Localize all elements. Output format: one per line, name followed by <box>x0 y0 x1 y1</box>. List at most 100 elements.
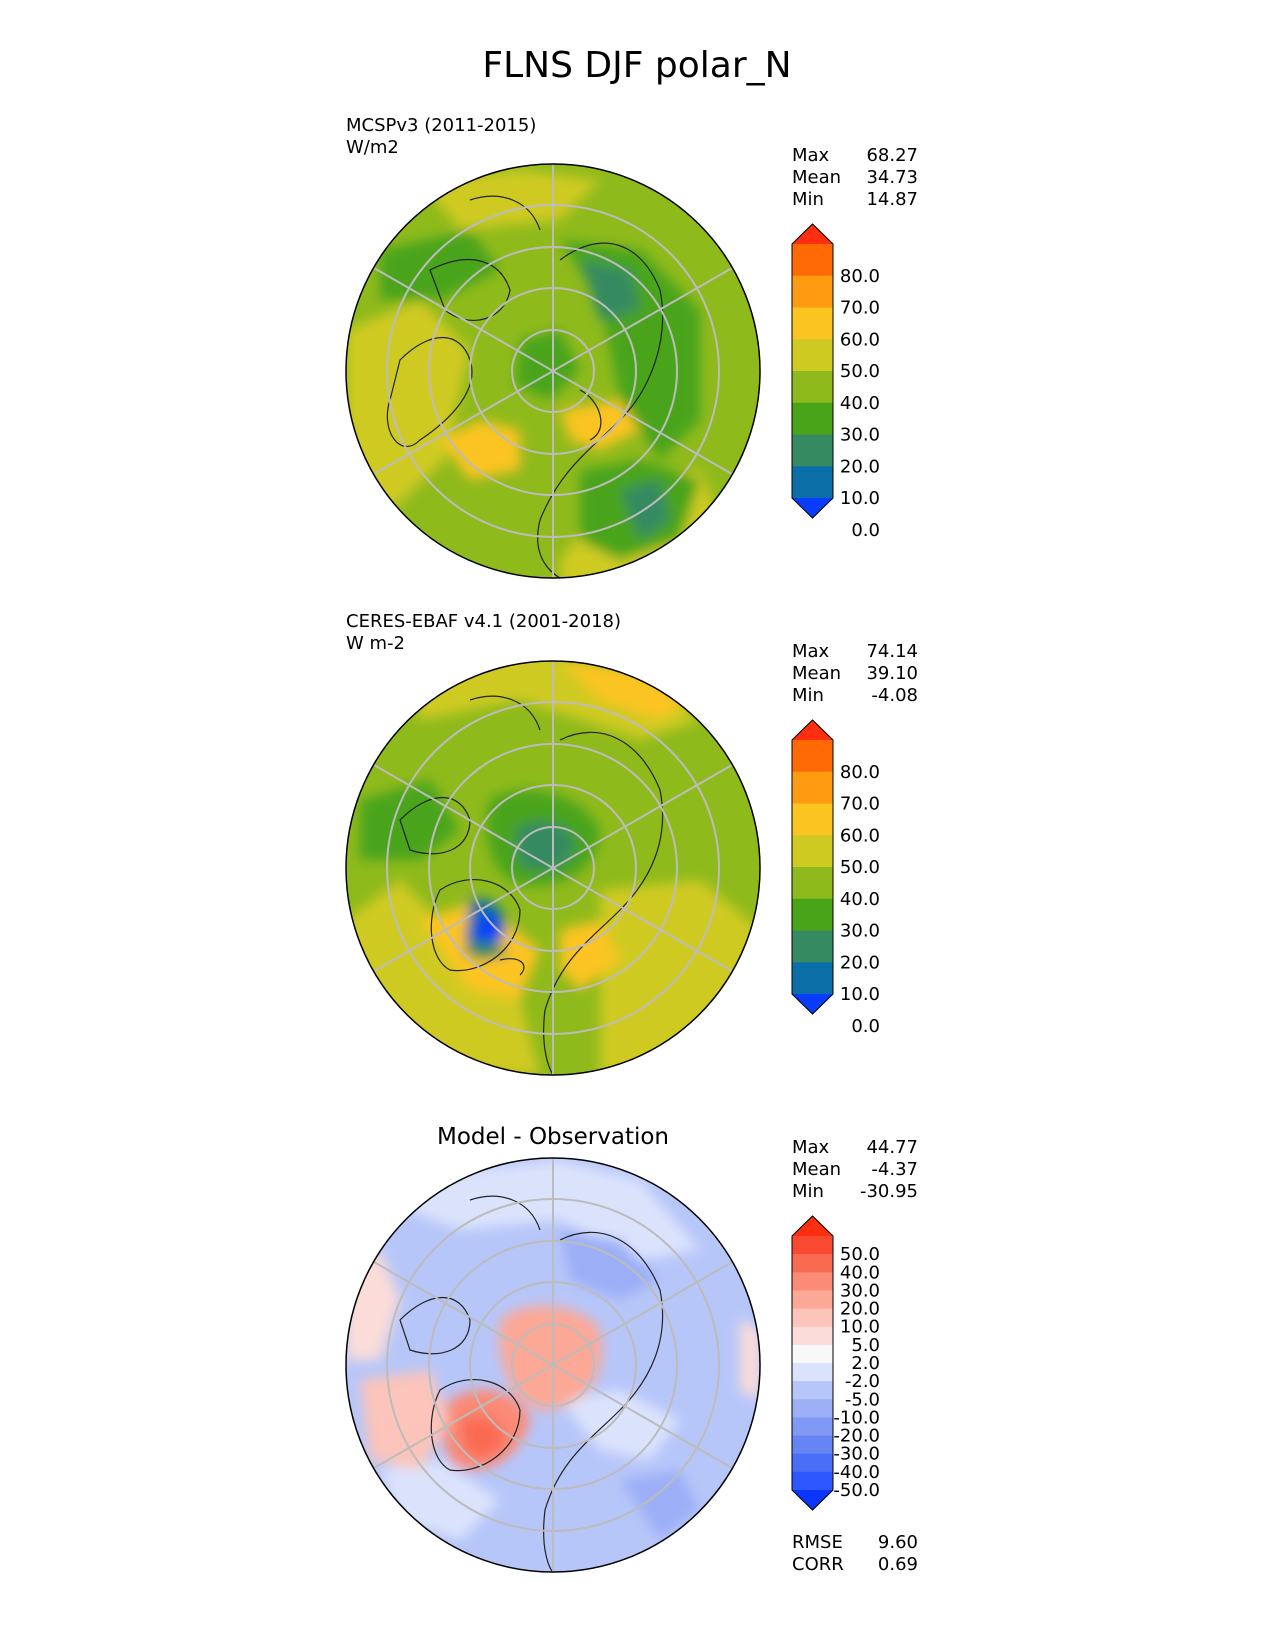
colorbar-tick-label: 5.0 <box>851 1335 880 1356</box>
graticule <box>373 1158 733 1572</box>
colorbar-band <box>792 740 833 773</box>
colorbar-tick-label: 20.0 <box>840 1299 880 1320</box>
panel-diff-map <box>346 1158 760 1572</box>
stat-value: 39.10 <box>866 663 918 684</box>
colorbar-band <box>792 1363 833 1382</box>
colorbar-tick-label: 30.0 <box>840 1280 880 1301</box>
colorbar-band <box>792 803 833 836</box>
metric-value: 9.60 <box>878 1532 918 1553</box>
stat-label: Mean <box>792 167 841 188</box>
colorbar-band <box>792 1399 833 1419</box>
stat-label: Max <box>792 641 830 662</box>
colorbar-tick-label: 40.0 <box>840 393 880 414</box>
stat-value: -4.08 <box>871 685 918 706</box>
colorbar-tick-label: 50.0 <box>840 857 880 878</box>
colorbar-tick-label: 30.0 <box>840 425 880 446</box>
panel-diff-metrics: RMSE CORR 9.60 0.69 <box>792 1532 918 1575</box>
colorbar-band <box>792 275 833 309</box>
colorbar-band <box>792 1381 833 1400</box>
colorbar-extend-min <box>792 1490 833 1510</box>
stat-label: Min <box>792 189 824 210</box>
colorbar-tick-label: -40.0 <box>833 1462 880 1483</box>
colorbar-tick-label: 80.0 <box>840 266 880 287</box>
colorbar-band <box>792 930 833 963</box>
panel-model-stats: Max Mean Min 68.27 34.73 14.87 <box>792 145 918 210</box>
colorbar-tick-label: 70.0 <box>840 298 880 319</box>
colorbar-extend-min <box>792 994 833 1014</box>
colorbar-band <box>792 835 833 868</box>
colorbar-extend-max <box>792 1216 833 1236</box>
panel-model: MCSPv3 (2011-2015) W/m2 <box>345 115 918 579</box>
colorbar-band <box>792 1344 833 1364</box>
panel-diff-colorbar: 50.040.030.020.010.05.02.0-2.0-5.0-10.0-… <box>791 1215 880 1511</box>
colorbar-tick-label: 10.0 <box>840 984 880 1005</box>
stat-label: Max <box>792 145 830 166</box>
panel-model-label: MCSPv3 (2011-2015) <box>346 115 536 136</box>
colorbar-tick-label: 0.0 <box>851 1016 880 1037</box>
figure-title: FLNS DJF polar_N <box>482 45 791 86</box>
map-boundary <box>345 660 761 1076</box>
colorbar-extend-max <box>792 720 833 740</box>
panel-obs: CERES-EBAF v4.1 (2001-2018) W m-2 <box>345 611 918 1076</box>
panel-model-units: W/m2 <box>346 137 399 158</box>
stat-value: 74.14 <box>866 641 918 662</box>
colorbar-band <box>792 434 833 467</box>
panel-diff-title: Model - Observation <box>437 1124 669 1150</box>
colorbar-extend-max <box>792 224 833 244</box>
metric-value: 0.69 <box>878 1554 918 1575</box>
colorbar-band <box>792 244 833 277</box>
colorbar-outline <box>791 223 834 519</box>
colorbar-band <box>792 867 833 900</box>
colorbar-band <box>792 898 833 932</box>
colorbar-tick-label: 50.0 <box>840 1244 880 1265</box>
panel-model-colorbar: 80.0 70.0 60.0 50.0 40.0 30.0 20.0 10.0 0.0 <box>791 223 880 541</box>
colorbar-band <box>792 1471 833 1491</box>
panel-obs-units: W m-2 <box>346 633 405 654</box>
panel-obs-colorbar: 80.0 70.0 60.0 50.0 40.0 30.0 20.0 10.0 0.0 <box>791 719 880 1037</box>
colorbar-tick-label: 20.0 <box>840 952 880 973</box>
map-boundary <box>345 1157 761 1573</box>
colorbar-band <box>792 1326 833 1346</box>
colorbar-band <box>792 339 833 372</box>
colorbar-tick-label: 70.0 <box>840 794 880 815</box>
panel-diff-stats: Max Mean Min 44.77 -4.37 -30.95 <box>792 1137 918 1202</box>
graticule <box>373 661 733 1075</box>
colorbar-band <box>792 1254 833 1273</box>
graticule <box>373 164 733 578</box>
colorbar-tick-label: -20.0 <box>833 1426 880 1447</box>
colorbar-outline <box>791 719 834 1015</box>
colorbar-band <box>792 1236 833 1255</box>
coastlines <box>386 195 664 578</box>
colorbar-tick-label: 0.0 <box>851 520 880 541</box>
panel-model-map <box>346 164 760 578</box>
stat-value: 44.77 <box>866 1137 918 1158</box>
colorbar-band <box>792 1272 833 1292</box>
metric-label: RMSE <box>792 1532 843 1553</box>
stat-value: 34.73 <box>866 167 918 188</box>
colorbar-band <box>792 466 833 499</box>
colorbar-band <box>792 307 833 340</box>
coastlines <box>399 695 664 1075</box>
colorbar-tick-label: -5.0 <box>845 1389 880 1410</box>
colorbar-extend-min <box>792 498 833 518</box>
colorbar-band <box>792 962 833 995</box>
colorbar-tick-label: 50.0 <box>840 361 880 382</box>
colorbar-tick-label: 60.0 <box>840 825 880 846</box>
colorbar-tick-label: 40.0 <box>840 889 880 910</box>
panel-diff: Model - Observation <box>345 1124 918 1575</box>
colorbar-tick-label: 60.0 <box>840 329 880 350</box>
stat-value: 68.27 <box>866 145 918 166</box>
colorbar-tick-label: -10.0 <box>833 1407 880 1428</box>
colorbar-outline <box>791 1215 834 1511</box>
colorbar-tick-label: 10.0 <box>840 1317 880 1338</box>
colorbar-tick-label: -2.0 <box>845 1371 880 1392</box>
colorbar-tick-label: 80.0 <box>840 762 880 783</box>
metric-label: CORR <box>792 1554 844 1575</box>
panel-obs-map <box>346 661 760 1075</box>
colorbar-band <box>792 1308 833 1328</box>
stat-label: Max <box>792 1137 830 1158</box>
stat-label: Min <box>792 685 824 706</box>
panel-obs-label: CERES-EBAF v4.1 (2001-2018) <box>346 611 621 632</box>
colorbar-tick-label: 30.0 <box>840 921 880 942</box>
